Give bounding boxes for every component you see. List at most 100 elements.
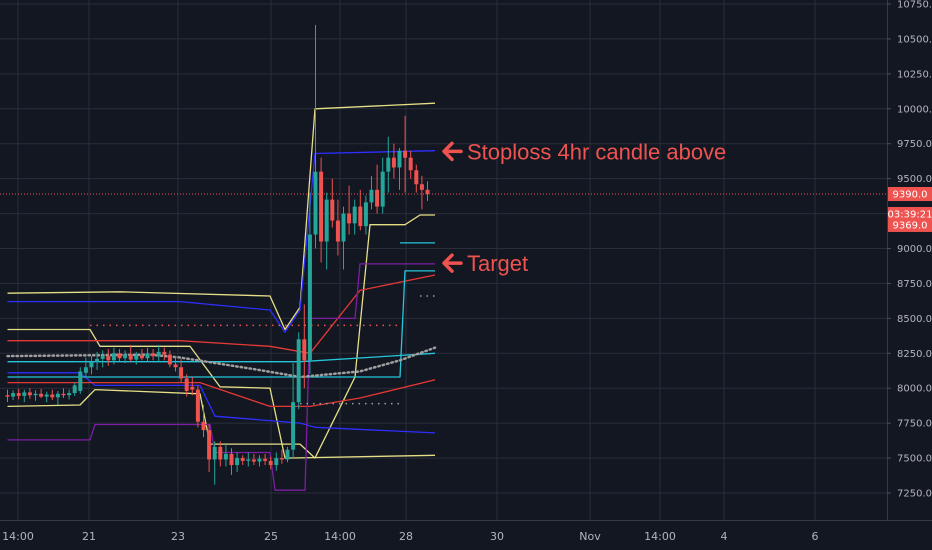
x-tick-label: 6: [812, 530, 819, 543]
candle-body[interactable]: [95, 358, 100, 362]
candle-body[interactable]: [201, 421, 206, 431]
candle-body[interactable]: [240, 458, 245, 461]
candle-body[interactable]: [123, 354, 128, 359]
candle-body[interactable]: [330, 199, 335, 221]
y-tick-label: 8250.0: [897, 349, 932, 360]
candle-body[interactable]: [190, 386, 195, 390]
candle-body[interactable]: [89, 361, 94, 368]
candle-body[interactable]: [296, 339, 301, 403]
candle-body[interactable]: [218, 446, 223, 460]
candle-body[interactable]: [212, 446, 217, 460]
candle-body[interactable]: [16, 393, 21, 396]
candle-body[interactable]: [347, 213, 352, 224]
candle-body[interactable]: [375, 189, 380, 207]
candle-body[interactable]: [207, 430, 212, 460]
candle-body[interactable]: [279, 458, 284, 460]
candle-body[interactable]: [263, 458, 268, 461]
candle-body[interactable]: [72, 385, 77, 394]
arrow-head: [442, 141, 454, 162]
candle-body[interactable]: [27, 392, 32, 396]
candle-body[interactable]: [134, 355, 139, 360]
candle-body[interactable]: [223, 453, 228, 460]
candle-body[interactable]: [358, 206, 363, 227]
overlay-line-9: [7, 270, 435, 378]
annotation-1: Target: [442, 251, 528, 276]
candle-body[interactable]: [246, 459, 251, 461]
candle-body[interactable]: [408, 157, 413, 171]
candle-body[interactable]: [44, 394, 49, 397]
candle-body[interactable]: [22, 392, 27, 396]
candle-body[interactable]: [50, 394, 55, 398]
candle-body[interactable]: [33, 393, 38, 396]
candle-body[interactable]: [39, 393, 44, 397]
candle-body[interactable]: [425, 189, 430, 195]
candle-body[interactable]: [251, 459, 256, 462]
candle-body[interactable]: [55, 393, 60, 398]
candle-body[interactable]: [352, 206, 357, 224]
candle-body[interactable]: [195, 389, 200, 422]
candle-body[interactable]: [274, 458, 279, 466]
candle-body[interactable]: [111, 353, 116, 361]
candles[interactable]: [5, 24, 430, 485]
candle-body[interactable]: [369, 189, 374, 203]
candle-body[interactable]: [229, 453, 234, 466]
candle-body[interactable]: [302, 339, 307, 361]
candle-body[interactable]: [319, 171, 324, 242]
candle-body[interactable]: [335, 220, 340, 242]
candle-body[interactable]: [156, 351, 161, 357]
candle-body[interactable]: [145, 353, 150, 359]
candle-body[interactable]: [419, 184, 424, 190]
candle-body[interactable]: [61, 393, 66, 396]
x-axis[interactable]: 14:00 21 23 25 14:00 28 30 Nov 14:00 4 6: [2, 530, 818, 543]
candle-body[interactable]: [117, 353, 122, 359]
candle-body[interactable]: [100, 356, 105, 359]
candle-body[interactable]: [391, 157, 396, 168]
candle-body[interactable]: [363, 202, 368, 227]
candle-body[interactable]: [67, 393, 72, 396]
candle-body[interactable]: [414, 170, 419, 185]
candle-body[interactable]: [11, 393, 16, 397]
candle-body[interactable]: [285, 449, 290, 460]
candle-body[interactable]: [403, 150, 408, 158]
candle-body[interactable]: [313, 171, 318, 235]
candle-body[interactable]: [162, 351, 167, 355]
x-tick-label: 21: [82, 530, 96, 543]
overlay-line-6: [7, 379, 436, 408]
overlay-line-5: [7, 274, 436, 354]
candle-body[interactable]: [268, 460, 273, 466]
candle-body[interactable]: [257, 458, 262, 462]
candle-body[interactable]: [380, 171, 385, 207]
y-tick-label: 9000.0: [897, 244, 932, 255]
candle-body[interactable]: [151, 353, 156, 357]
candle-body[interactable]: [184, 378, 189, 392]
arrow-head: [442, 253, 454, 273]
overlay-line-2: [7, 214, 435, 459]
candle-body[interactable]: [291, 402, 296, 450]
candle-body[interactable]: [139, 355, 144, 359]
candle-body[interactable]: [397, 150, 402, 168]
candle-body[interactable]: [83, 367, 88, 373]
candle-body[interactable]: [128, 354, 133, 360]
low-price-tag-text: 9369.0: [893, 220, 928, 231]
candle-body[interactable]: [106, 356, 111, 361]
candle-body[interactable]: [78, 371, 83, 392]
candle-body[interactable]: [5, 395, 10, 397]
arrow-left-icon: [442, 253, 463, 273]
candle-body[interactable]: [341, 213, 346, 242]
x-tick-label: 25: [264, 530, 278, 543]
y-axis[interactable]: 10750.0 10500.0 10250.0 10000.0 9750.0 9500.0…: [887, 0, 932, 500]
candle-body[interactable]: [386, 157, 391, 172]
candle-body[interactable]: [173, 364, 178, 368]
countdown-tag: [888, 207, 932, 222]
candle-body[interactable]: [324, 199, 329, 242]
current-price-tag-text: 9390.0: [893, 190, 928, 201]
candle-body[interactable]: [167, 354, 172, 365]
candle-body[interactable]: [307, 234, 312, 361]
y-tick-label: 7500.0: [897, 454, 932, 465]
candle-body[interactable]: [235, 458, 240, 466]
y-tick-label: 10500.0: [897, 34, 932, 45]
x-tick-label: 23: [171, 530, 185, 543]
candle-body[interactable]: [179, 367, 184, 379]
